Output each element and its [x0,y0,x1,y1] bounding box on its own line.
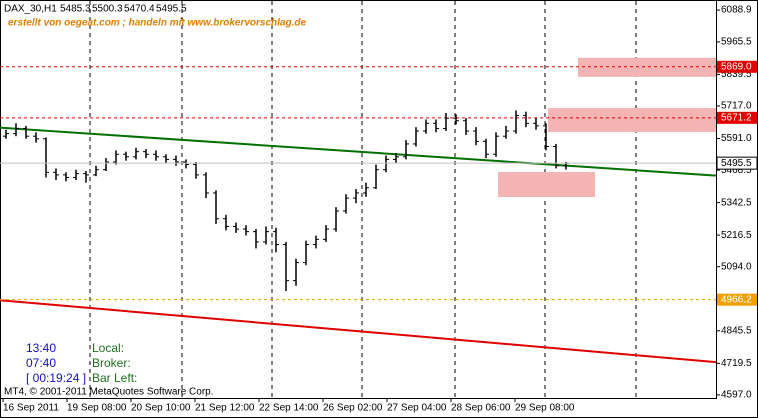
zone [578,57,716,77]
level-label: 4966.2 [721,294,752,305]
clock-time: [ 00:19:24 ] [26,371,86,385]
clock-time: 13:40 [26,341,56,355]
symbol: DAX_30,H1 [4,4,57,15]
price-box [716,156,758,170]
x-tick-label: 29 Sep 08:00 [515,403,575,414]
level-label: 5869.0 [721,61,752,72]
plot-area [0,0,717,399]
x-tick-label: 20 Sep 10:00 [131,403,191,414]
y-tick-label: 5839.5 [721,69,752,80]
ohlc-high: 5500.3 [92,4,123,15]
ohlc-low: 5470.4 [124,4,155,15]
y-tick-label: 5717.0 [721,101,752,112]
x-tick-label: 22 Sep 14:00 [259,403,319,414]
y-tick-label: 5591.0 [721,133,752,144]
level-box [717,111,757,124]
trendline [0,299,717,364]
y-tick-label: 5468.5 [721,165,752,176]
x-tick-label: 19 Sep 08:00 [67,403,127,414]
x-tick-label: 26 Sep 02:00 [323,403,383,414]
trendline [0,126,717,177]
level-box [717,60,757,73]
clock-label: Local: [92,341,124,355]
y-tick-label: 5342.5 [721,197,752,208]
watermark: erstellt von oegeat.com ; handeln mit ww… [8,18,306,29]
clock-label: Broker: [92,356,131,370]
ohlc-open: 5485.3 [60,4,91,15]
clock-label: Bar Left: [92,371,137,385]
zone [548,108,716,133]
footer: MT4, © 2001-2011 MetaQuotes Software Cor… [4,387,214,398]
zone [498,172,595,198]
y-tick-label: 5216.5 [721,230,752,241]
x-tick-label: 21 Sep 12:00 [195,403,255,414]
x-tick-label: 27 Sep 04:00 [387,403,447,414]
y-tick-label: 4719.5 [721,358,752,369]
ohlc-close: 5495.5 [156,4,187,15]
y-tick-label: 5094.0 [721,261,752,272]
level-label: 5671.2 [721,112,752,123]
clock-time: 07:40 [26,356,56,370]
x-tick-label: 16 Sep 2011 [3,403,59,414]
price-label: 5495.5 [721,158,752,169]
y-tick-label: 6088.9 [721,5,752,16]
x-tick-label: 28 Sep 06:00 [451,403,511,414]
y-tick-label: 5965.5 [721,37,752,48]
y-tick-label: 4845.5 [721,325,752,336]
y-tick-label: 4597.0 [721,390,752,401]
level-box [717,293,757,306]
